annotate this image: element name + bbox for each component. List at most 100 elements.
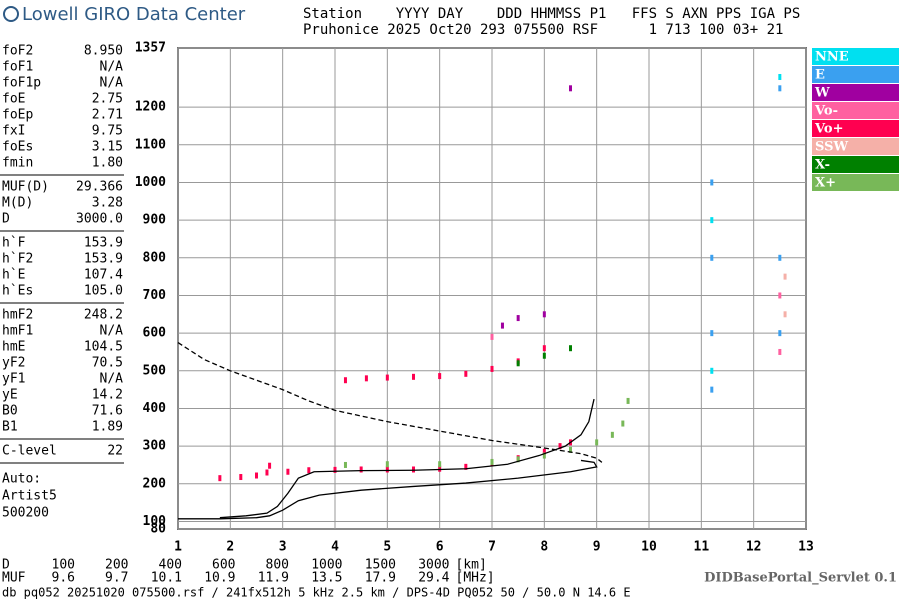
param-value: 153.9	[84, 236, 123, 251]
d-label: D	[2, 558, 10, 573]
param-name: yE	[2, 388, 18, 403]
trace-line	[178, 459, 598, 520]
echo-point	[516, 360, 520, 367]
param-value: 29.366	[76, 180, 123, 195]
echo-point	[710, 330, 714, 337]
y-tick-label: 800	[143, 250, 167, 265]
echo-point	[412, 466, 415, 473]
echo-point	[595, 439, 599, 446]
echo-point	[783, 273, 787, 280]
echo-point	[610, 431, 614, 438]
param-name: hmE	[2, 340, 25, 355]
y-tick-label: 80	[150, 522, 166, 537]
echo-point	[778, 254, 782, 261]
legend-swatch	[812, 66, 899, 83]
trace-line	[177, 342, 603, 463]
echo-point	[490, 365, 494, 372]
legend-swatch	[812, 84, 899, 101]
param-value: 1.89	[92, 420, 123, 435]
echo-point	[412, 373, 415, 380]
y-tick-label: 1200	[135, 100, 166, 115]
y-tick-label: 300	[143, 439, 167, 454]
header-columns: Station YYYY DAY DDD HHMMSS P1 FFS S AXN…	[303, 6, 800, 22]
param-name: foEs	[2, 140, 33, 155]
param-name: MUF(D)	[2, 180, 49, 195]
auto-text: 500200	[2, 506, 49, 521]
echo-point	[710, 367, 714, 374]
x-tick-label: 12	[746, 540, 762, 555]
echo-point	[385, 466, 389, 473]
echo-point	[438, 373, 442, 380]
header-values: Pruhonice 2025 Oct20 293 075500 RSF 1 71…	[303, 22, 783, 38]
param-value: 153.9	[84, 252, 123, 267]
echo-point	[464, 463, 468, 470]
echo-point	[385, 461, 389, 468]
echo-point	[542, 352, 546, 359]
echo-point	[778, 330, 782, 337]
param-value: N/A	[100, 324, 124, 339]
echo-point	[239, 474, 243, 481]
muf-value: 10.1	[151, 571, 182, 586]
x-tick-label: 4	[331, 540, 339, 555]
echo-point	[778, 85, 782, 92]
echo-point	[500, 322, 504, 329]
param-name: yF2	[2, 356, 25, 371]
echo-point	[710, 179, 714, 186]
echo-point	[710, 217, 714, 224]
echo-point	[464, 370, 468, 377]
echo-point	[218, 475, 222, 482]
y-tick-label: 1000	[135, 175, 166, 190]
muf-label: MUF	[2, 571, 26, 586]
d-value: 1000	[311, 558, 342, 573]
d-value: 600	[212, 558, 235, 573]
legend-swatch	[812, 138, 899, 155]
echo-point	[621, 420, 625, 427]
param-name: hmF2	[2, 308, 33, 323]
legend-label: Vo+	[814, 122, 843, 137]
x-tick-label: 8	[540, 540, 548, 555]
echo-point	[343, 377, 347, 384]
x-tick-label: 3	[279, 540, 287, 555]
d-value: 1500	[365, 558, 396, 573]
param-value: 14.2	[92, 388, 123, 403]
param-name: B1	[2, 420, 18, 435]
param-name: foF2	[2, 44, 33, 59]
echo-point	[307, 467, 311, 474]
x-tick-label: 5	[383, 540, 391, 555]
echo-point	[778, 348, 782, 355]
legend-swatch	[812, 120, 899, 137]
echo-point	[558, 443, 562, 450]
echo-point	[490, 333, 494, 340]
param-name: h`F	[2, 236, 26, 251]
param-value: 3.15	[92, 140, 123, 155]
echo-point	[490, 458, 494, 465]
param-value: 107.4	[84, 268, 123, 283]
x-tick-label: 1	[174, 540, 182, 555]
d-value: 400	[159, 558, 182, 573]
echo-point	[255, 472, 258, 479]
param-value: 3.28	[92, 196, 123, 211]
param-name: D	[2, 212, 10, 227]
footer: db pq052 20251020 075500.rsf / 241fx512h…	[2, 586, 631, 600]
muf-value: 11.9	[258, 571, 289, 586]
param-name: h`E	[2, 268, 25, 283]
param-name: yF1	[2, 372, 25, 387]
param-value: N/A	[100, 372, 124, 387]
legend-label: NNE	[815, 50, 849, 65]
x-tick-label: 2	[226, 540, 234, 555]
servlet: DIDBasePortal_Servlet 0.1	[704, 571, 897, 586]
muf-unit: [MHz]	[456, 571, 495, 586]
param-name: M(D)	[2, 196, 33, 211]
param-value: N/A	[100, 76, 124, 91]
echo-point	[569, 345, 572, 352]
muf-value: 9.6	[52, 571, 75, 586]
echo-point	[626, 397, 630, 404]
param-name: C-level	[2, 444, 57, 459]
y-tick-label: 400	[143, 401, 167, 416]
param-value: 2.75	[92, 92, 123, 107]
param-value: 104.5	[84, 340, 123, 355]
echo-point	[569, 85, 572, 92]
echo-point	[438, 461, 442, 468]
echo-point	[783, 311, 787, 318]
